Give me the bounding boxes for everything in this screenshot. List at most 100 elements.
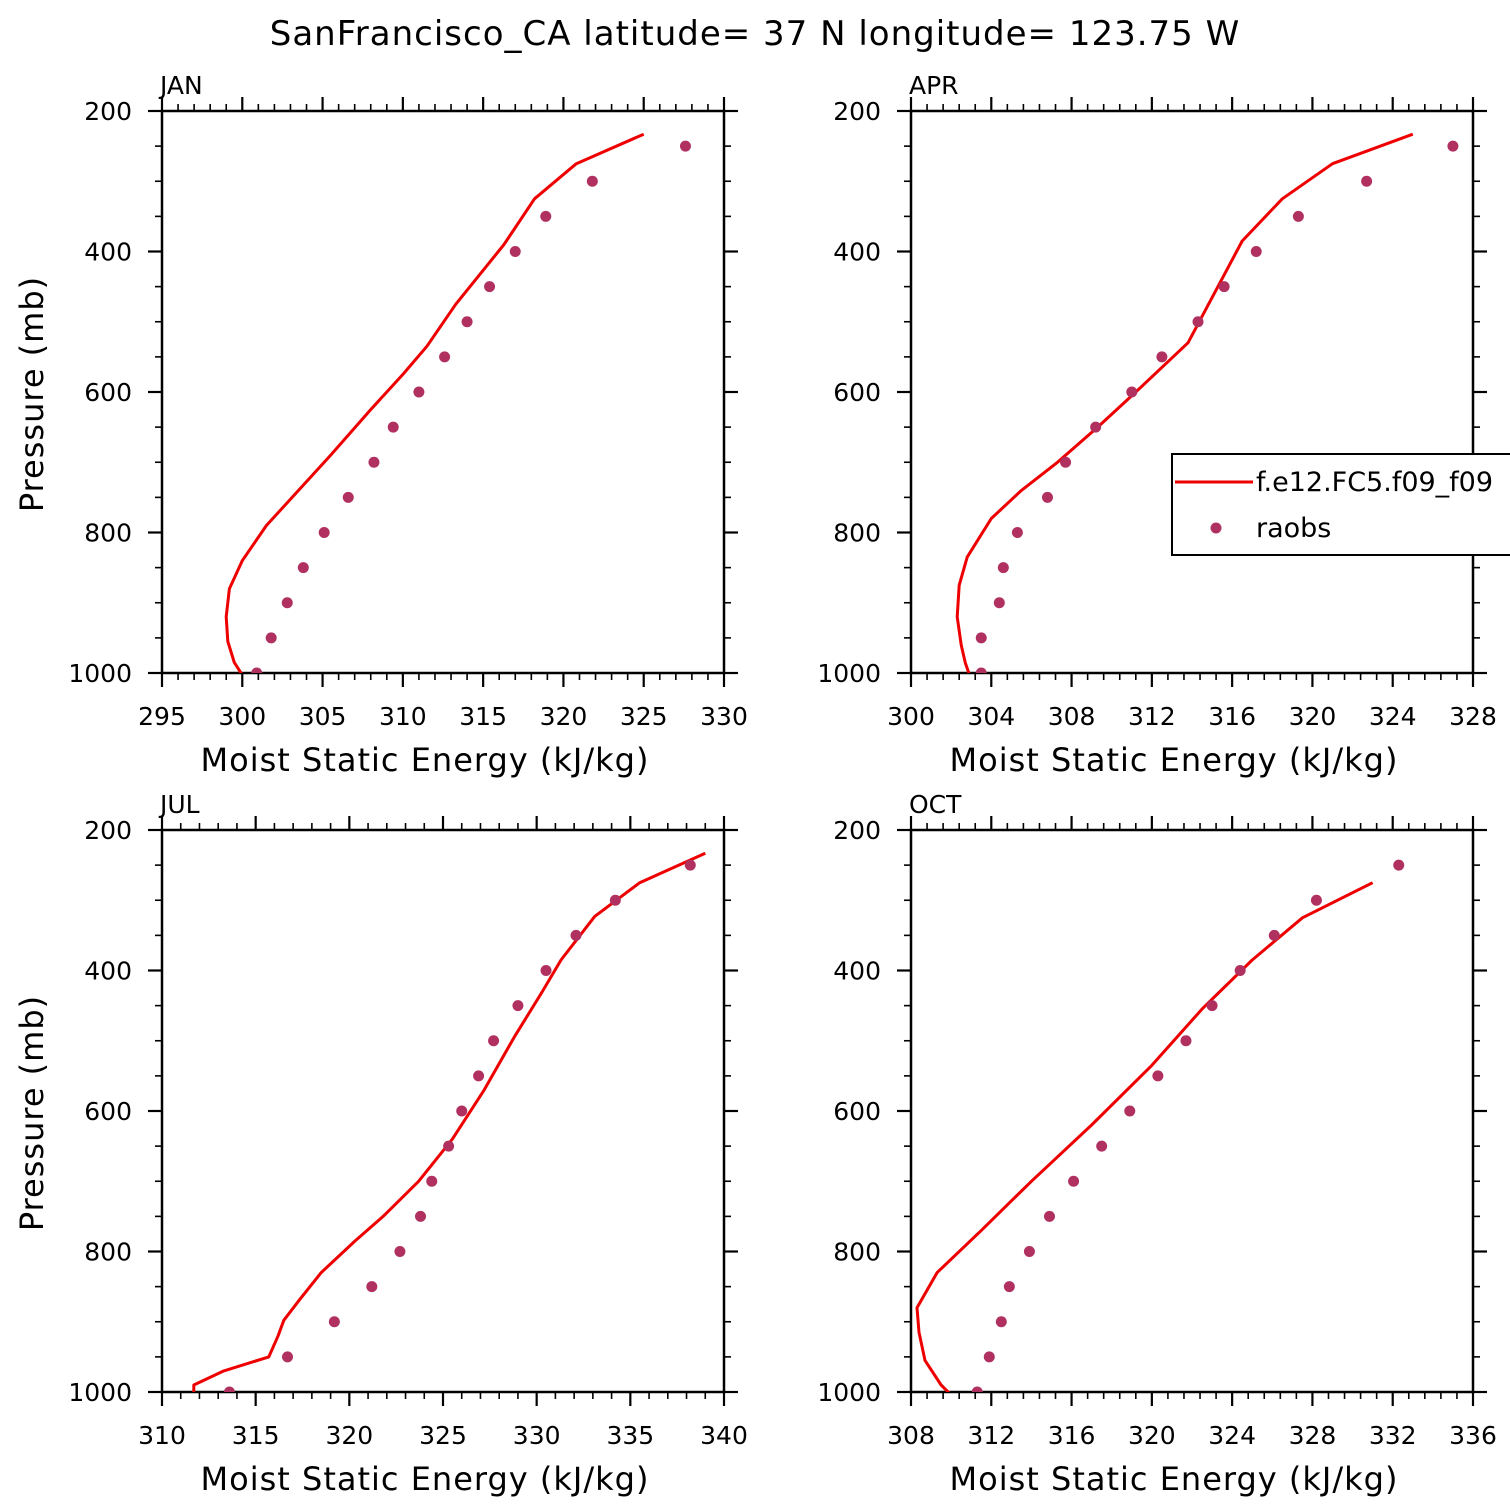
raobs-point <box>512 1000 524 1012</box>
raobs-point <box>426 1175 438 1187</box>
x-tick-label: 340 <box>700 1421 748 1450</box>
raobs-point <box>1310 894 1322 906</box>
y-tick-label: 400 <box>84 957 132 986</box>
raobs-point <box>540 965 552 976</box>
x-tick-label: 330 <box>700 702 748 731</box>
raobs-point <box>318 527 330 538</box>
raobs-point <box>570 929 582 941</box>
plot-frame <box>160 828 726 1394</box>
panel-jul: 310 315 320 325 330 335 340 200 400 600 800 1000 JUL… <box>13 790 748 1498</box>
raobs-point <box>1250 246 1262 257</box>
y-tick-label: 1000 <box>817 659 881 688</box>
x-tick-label: 320 <box>1128 1421 1176 1450</box>
raobs-point <box>983 1351 995 1363</box>
raobs-point <box>342 491 354 503</box>
series-group <box>192 851 706 1392</box>
plot-frame <box>160 109 726 675</box>
raobs-point <box>413 386 425 398</box>
y-axis-label: Pressure (mb) <box>13 276 51 512</box>
raobs-point <box>975 667 987 673</box>
y-tick-label: 200 <box>833 97 881 126</box>
raobs-point <box>415 1210 427 1222</box>
raobs-point <box>995 1316 1007 1328</box>
y-tick-label: 1000 <box>68 1378 132 1407</box>
x-tick-label: 310 <box>138 1421 186 1450</box>
y-tick-label: 400 <box>833 957 881 986</box>
raobs-point <box>1003 1281 1015 1293</box>
raobs-point <box>456 1105 468 1117</box>
model-line <box>224 132 645 673</box>
raobs-point <box>473 1070 485 1082</box>
x-tick-label: 316 <box>1208 702 1256 731</box>
raobs-point <box>1126 386 1138 398</box>
y-axis-label: Pressure (mb) <box>13 995 51 1231</box>
panel-label: JUL <box>158 790 200 819</box>
y-tick-label: 800 <box>84 1238 132 1267</box>
x-tick-label: 305 <box>299 702 347 731</box>
raobs-point <box>1124 1105 1136 1117</box>
panels: 295 300 305 310 315 320 325 330 200 400 600 800 1000… <box>13 71 1510 1498</box>
x-tick-label: 300 <box>218 702 266 731</box>
raobs-point <box>509 246 521 257</box>
raobs-point <box>1043 1210 1055 1222</box>
raobs-point <box>1041 491 1053 503</box>
x-tick-label: 312 <box>1128 702 1176 731</box>
panel-label: JAN <box>158 71 203 100</box>
raobs-point <box>223 1386 235 1392</box>
y-tick-label: 800 <box>84 519 132 548</box>
x-tick-label: 336 <box>1449 1421 1497 1450</box>
panel-apr: 300 304 308 312 316 320 324 328 200 400 600 800 1000… <box>817 71 1496 779</box>
model-line <box>192 851 706 1392</box>
x-axis-label: Moist Static Energy (kJ/kg) <box>201 741 650 779</box>
raobs-point <box>282 1351 294 1363</box>
panel-oct: 308 312 316 320 324 328 332 336 200 400 600 800 1000… <box>817 790 1496 1498</box>
raobs-point <box>1156 351 1168 363</box>
x-axis-label: Moist Static Energy (kJ/kg) <box>950 1460 1399 1498</box>
raobs-point <box>368 456 380 468</box>
y-tick-label: 800 <box>833 1238 881 1267</box>
x-tick-label: 324 <box>1369 702 1417 731</box>
x-tick-label: 335 <box>606 1421 654 1450</box>
raobs-point <box>1234 965 1246 976</box>
series-group <box>955 132 1459 673</box>
x-tick-label: 312 <box>967 1421 1015 1450</box>
raobs-point <box>1060 456 1072 468</box>
x-axis-label: Moist Static Energy (kJ/kg) <box>201 1460 650 1498</box>
panel-label: OCT <box>909 790 962 819</box>
x-tick-label: 330 <box>513 1421 561 1450</box>
raobs-point <box>1447 140 1459 152</box>
y-tick-label: 200 <box>84 97 132 126</box>
panel-jan: 295 300 305 310 315 320 325 330 200 400 600 800 1000… <box>13 71 748 779</box>
y-tick-label: 1000 <box>817 1378 881 1407</box>
raobs-point <box>540 210 552 222</box>
raobs-point <box>993 597 1005 609</box>
raobs-point <box>439 351 451 363</box>
raobs-point <box>971 1386 983 1392</box>
y-tick-label: 600 <box>84 378 132 407</box>
x-tick-label: 315 <box>232 1421 280 1450</box>
raobs-point <box>461 316 473 328</box>
raobs-point <box>366 1281 378 1293</box>
x-tick-label: 320 <box>1289 702 1337 731</box>
raobs-point <box>265 632 277 644</box>
raobs-point <box>1096 1140 1108 1152</box>
raobs-point <box>1192 316 1204 328</box>
raobs-point <box>1023 1246 1035 1257</box>
raobs-point <box>1068 1175 1080 1187</box>
series-group <box>224 132 691 673</box>
raobs-point <box>1180 1035 1192 1047</box>
legend-model-label: f.e12.FC5.f09_f09 <box>1256 467 1493 498</box>
legend-box <box>1171 453 1510 556</box>
raobs-point <box>1206 1000 1218 1012</box>
x-tick-label: 320 <box>540 702 588 731</box>
y-tick-label: 400 <box>833 238 881 267</box>
x-tick-label: 325 <box>419 1421 467 1450</box>
series-group <box>915 859 1405 1392</box>
y-tick-label: 200 <box>84 816 132 845</box>
raobs-point <box>297 562 309 574</box>
x-tick-label: 304 <box>967 702 1015 731</box>
x-axis-label: Moist Static Energy (kJ/kg) <box>950 741 1399 779</box>
raobs-point <box>1393 859 1405 871</box>
x-tick-label: 325 <box>620 702 668 731</box>
x-tick-label: 316 <box>1048 1421 1096 1450</box>
